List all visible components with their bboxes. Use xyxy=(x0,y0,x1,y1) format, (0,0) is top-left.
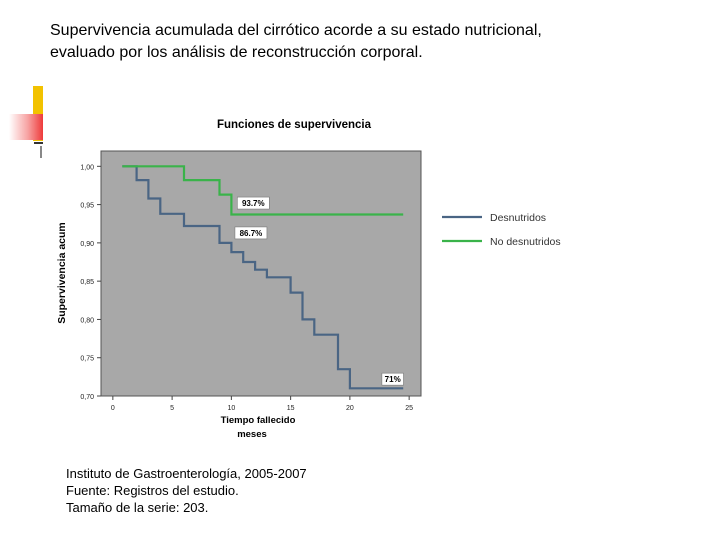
x-tick-label: 20 xyxy=(346,405,354,412)
annotation-label: 93.7% xyxy=(242,199,265,208)
source-line-origin: Fuente: Registros del estudio. xyxy=(66,483,239,498)
series-line-no-desnutridos xyxy=(122,165,404,216)
y-tick-label: 0,90 xyxy=(80,241,94,248)
decorative-yellow-bar xyxy=(33,86,43,141)
series-line-desnutridos xyxy=(122,165,404,390)
annotation-box xyxy=(381,372,404,386)
y-tick-label: 1,00 xyxy=(80,164,94,171)
survival-chart: Funciones de supervivencia 0,70 0,75 0,80 0… xyxy=(56,119,561,440)
y-tick-label: 0,95 xyxy=(80,203,94,210)
legend-label: Desnutridos xyxy=(490,212,546,224)
slide-title-line1: Supervivencia acumulada del cirrótico ac… xyxy=(50,22,542,39)
annotation-label: 86.7% xyxy=(240,229,263,238)
x-tick-label: 0 xyxy=(111,405,115,412)
y-tick-label: 0,70 xyxy=(80,394,94,401)
source-line-sample: Tamaño de la serie: 203. xyxy=(66,500,209,515)
decorative-dash xyxy=(34,142,43,144)
y-tick-label: 0,80 xyxy=(80,317,94,324)
source-note: Instituto de Gastroenterología, 2005-200… xyxy=(66,465,307,516)
x-axis-label: Tiempo fallecido xyxy=(221,415,296,426)
x-tick-label: 15 xyxy=(287,405,295,412)
chart-title: Funciones de supervivencia xyxy=(217,119,372,131)
x-tick-label: 10 xyxy=(227,405,235,412)
source-line-institution: Instituto de Gastroenterología, 2005-200… xyxy=(66,466,307,481)
slide-title: Supervivencia acumulada del cirrótico ac… xyxy=(50,20,690,64)
y-tick-label: 0,75 xyxy=(80,356,94,363)
annotation-box xyxy=(236,196,270,210)
legend-label: No desnutridos xyxy=(490,236,561,248)
plot-area xyxy=(100,150,422,397)
y-tick-label: 0,85 xyxy=(80,279,94,286)
x-tick-label: 5 xyxy=(170,405,174,412)
decorative-tick xyxy=(40,146,42,158)
annotation-box xyxy=(234,226,268,240)
slide-title-line2: evaluado por los análisis de reconstrucc… xyxy=(50,44,423,61)
x-axis-unit-label: meses xyxy=(237,429,267,440)
x-tick-label: 25 xyxy=(405,405,413,412)
annotation-label: 71% xyxy=(385,375,401,384)
legend: Desnutridos No desnutridos xyxy=(442,212,561,248)
y-axis-label: Supervivencia acum xyxy=(56,222,68,324)
decorative-red-gradient xyxy=(9,114,43,140)
